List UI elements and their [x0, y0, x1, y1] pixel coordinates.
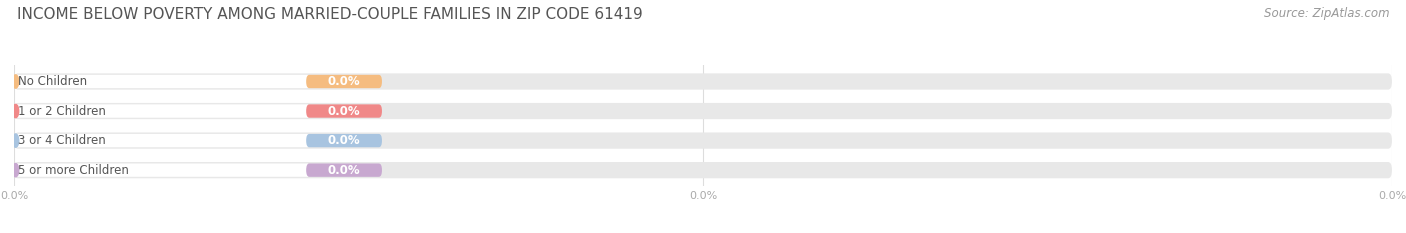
Circle shape	[13, 134, 18, 147]
Text: Source: ZipAtlas.com: Source: ZipAtlas.com	[1264, 7, 1389, 20]
FancyBboxPatch shape	[14, 134, 311, 147]
Text: INCOME BELOW POVERTY AMONG MARRIED-COUPLE FAMILIES IN ZIP CODE 61419: INCOME BELOW POVERTY AMONG MARRIED-COUPL…	[17, 7, 643, 22]
FancyBboxPatch shape	[307, 104, 382, 118]
FancyBboxPatch shape	[307, 164, 382, 177]
Circle shape	[13, 104, 18, 118]
Text: 0.0%: 0.0%	[328, 75, 360, 88]
Text: 3 or 4 Children: 3 or 4 Children	[18, 134, 105, 147]
FancyBboxPatch shape	[14, 75, 311, 88]
FancyBboxPatch shape	[14, 162, 1392, 178]
FancyBboxPatch shape	[14, 103, 1392, 119]
Text: 5 or more Children: 5 or more Children	[18, 164, 129, 177]
Text: 1 or 2 Children: 1 or 2 Children	[18, 105, 105, 117]
FancyBboxPatch shape	[307, 134, 382, 147]
FancyBboxPatch shape	[14, 133, 1392, 149]
FancyBboxPatch shape	[307, 75, 382, 88]
Text: 0.0%: 0.0%	[328, 105, 360, 117]
Text: 0.0%: 0.0%	[328, 134, 360, 147]
Text: 0.0%: 0.0%	[328, 164, 360, 177]
Circle shape	[13, 164, 18, 177]
Circle shape	[13, 75, 18, 88]
FancyBboxPatch shape	[14, 73, 1392, 90]
FancyBboxPatch shape	[14, 164, 311, 177]
Text: No Children: No Children	[18, 75, 87, 88]
FancyBboxPatch shape	[14, 104, 311, 118]
